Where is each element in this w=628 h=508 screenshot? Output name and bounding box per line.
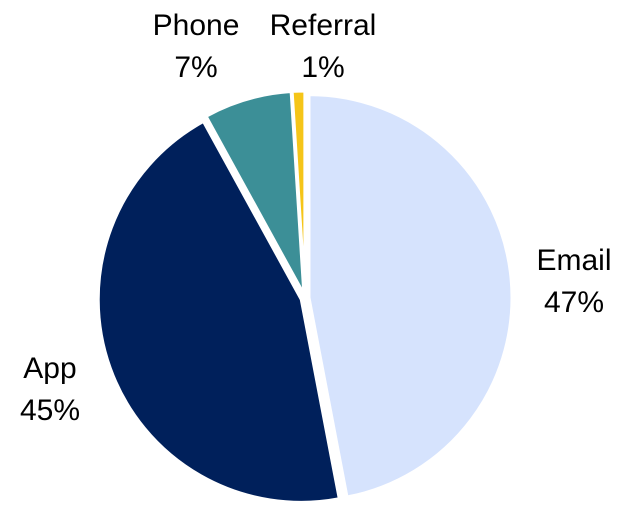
pie-slice [96,119,342,504]
slice-value-label: 45% [20,394,80,427]
slice-value-label: 7% [174,51,217,84]
slice-label: Referral [270,9,377,42]
pie-slice [307,93,514,499]
slice-value-label: 1% [301,51,344,84]
slice-label: Email [536,244,611,277]
slice-label: Phone [153,9,240,42]
pie-slice [290,89,307,295]
slice-label: App [23,352,76,385]
slice-value-label: 47% [544,286,604,319]
